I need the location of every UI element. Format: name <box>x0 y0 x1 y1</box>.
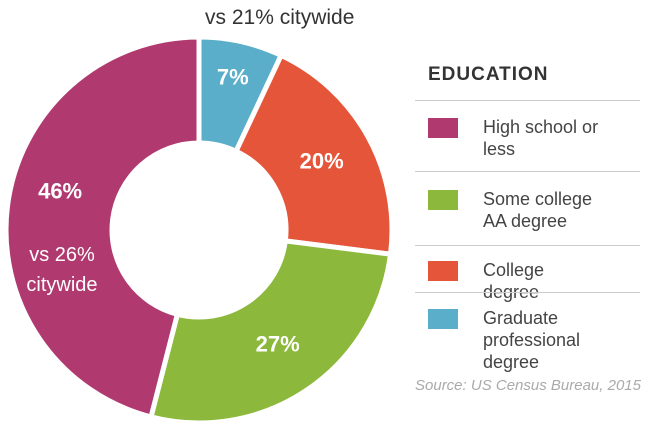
donut-segment <box>3 34 202 420</box>
legend-title: EDUCATION <box>428 64 549 85</box>
donut-segment <box>147 238 394 426</box>
source: Source: US Census Bureau, 2015 <box>415 377 641 394</box>
legend-label: Some college AA degree <box>483 189 593 231</box>
annotation: vs 26% citywide <box>26 244 98 296</box>
separator <box>415 292 640 293</box>
annotation: vs 21% citywide <box>205 6 355 29</box>
legend-swatch <box>428 309 458 329</box>
legend-swatch <box>428 190 458 210</box>
separator <box>415 100 640 101</box>
legend-label: High school or less <box>483 117 599 159</box>
data-label: 46% <box>38 178 82 203</box>
legend-label: Graduate professional degree <box>483 308 581 372</box>
legend-label: College degree <box>483 260 545 302</box>
legend-swatch <box>428 118 458 138</box>
legend-swatch <box>428 261 458 281</box>
separator <box>415 245 640 246</box>
data-label: 7% <box>217 65 249 90</box>
donut-segment <box>232 52 395 257</box>
data-label: 27% <box>256 332 300 357</box>
separator <box>415 171 640 172</box>
data-label: 20% <box>300 148 344 173</box>
